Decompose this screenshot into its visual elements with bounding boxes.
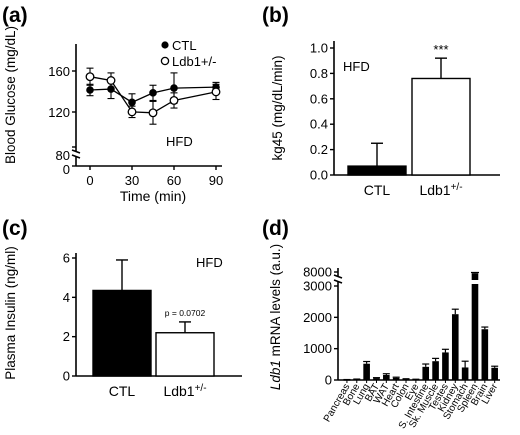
panel-a-x-tick-label: 60 (167, 173, 181, 188)
panel-a-axis-break-mark-2 (71, 154, 81, 159)
panel-c-y-tick-label: 6 (63, 251, 70, 266)
panel-b: (b) kg45 (mg/dL/min) HFD 0.0 0.2 0.4 0.6 0.8… (262, 4, 500, 198)
panel-a: (a) Blood Glucose (mg/dL) 160 120 80 0 0… (2, 4, 223, 204)
panel-a-point-ctl (86, 86, 94, 94)
panel-a-legend-ldb1: Ldb1+/- (172, 54, 216, 69)
panel-a-x-tick-label: 30 (125, 173, 139, 188)
panel-d-y-tick-label: 1000 (303, 341, 332, 356)
panel-b-y-tick-label: 0.8 (310, 66, 328, 81)
panel-d-bar-eye (412, 379, 420, 381)
panel-d-axis-break-mark (333, 274, 343, 279)
panel-d-bar-testes (442, 352, 449, 380)
panel-c: (c) Plasma Insulin (ng/ml) HFD 0 2 4 6 CTL Ld… (2, 217, 242, 399)
panel-d-y-axis-label-rest: mRNA levels (a.u.) (268, 244, 283, 360)
panel-a-point-ldb1 (148, 108, 158, 118)
panel-a-point-ldb1 (169, 95, 179, 105)
panel-c-y-tick-label: 2 (63, 329, 70, 344)
panel-c-bar-ctl (92, 289, 152, 377)
panel-d-label: (d) (262, 217, 289, 240)
panel-d-y-axis-label-gene: Ldb1 (268, 360, 283, 390)
panel-d-bar-colon (402, 379, 410, 381)
panel-a-x-tick-label: 90 (209, 173, 223, 188)
panel-b-y-tick-label: 1.0 (310, 41, 328, 56)
panel-b-y-tick-label: 0.2 (310, 142, 328, 157)
panel-b-bar-ldb1 (411, 77, 471, 176)
panel-a-point-ldb1 (127, 107, 137, 117)
panel-c-x-tick-label: Ldb1+/- (163, 383, 206, 400)
panel-d-y-axis-label: Ldb1 mRNA levels (a.u.) (268, 244, 283, 390)
panel-a-y-tick-label: 120 (48, 105, 70, 120)
panel-b-y-tick-label: 0.4 (310, 117, 328, 132)
panel-a-point-ctl (149, 89, 157, 97)
panel-b-y-axis-label: kg45 (mg/dL/min) (270, 55, 285, 160)
panel-d-bar-s-intestine (422, 366, 430, 380)
panel-a-legend-marker-ldb1 (160, 56, 170, 66)
panel-a-y-tick-label: 0 (63, 162, 70, 177)
panel-d-bar-brain (481, 329, 489, 380)
panel-d: (d) Ldb1 mRNA levels (a.u.) 0 1000 2000 300… (262, 217, 501, 431)
panel-a-axis-break-mark (71, 149, 81, 154)
panel-d-bar-bone (353, 379, 361, 381)
panel-c-bar-ldb1 (155, 332, 215, 377)
panel-a-label: (a) (2, 4, 28, 27)
panel-b-significance: *** (433, 42, 448, 57)
panel-b-plot-area: 0.0 0.2 0.4 0.6 0.8 1.0 CTL Ldb1+/- *** (310, 41, 471, 199)
panel-d-bar-sk-muscle (432, 361, 439, 380)
panel-c-plot-area: 0 2 4 6 CTL Ldb1+/- p = 0.0702 (63, 251, 215, 400)
panel-c-label: (c) (2, 217, 28, 240)
panel-a-y-tick-label: 160 (48, 64, 70, 79)
panel-b-y-tick-label: 0.6 (310, 91, 328, 106)
panel-d-axis-break-mark-2 (333, 279, 343, 284)
panel-d-bar-spleen (471, 284, 479, 380)
panel-a-y-axis-label: Blood Glucose (mg/dL) (3, 26, 18, 164)
panel-d-y-tick-label: 0 (325, 373, 332, 388)
panel-d-bar-bat (373, 378, 380, 380)
panel-d-bar-heart (392, 377, 400, 380)
panel-c-y-tick-label: 0 (63, 369, 70, 384)
panel-d-bar-upper-spleen (471, 273, 479, 280)
panel-a-point-ctl (128, 98, 136, 107)
panel-c-pvalue-label: p = 0.0702 (165, 308, 206, 318)
panel-b-x-tick-label: Ldb1+/- (419, 182, 462, 199)
panel-a-point-ctl (107, 85, 115, 93)
panel-d-bar-wat (383, 374, 390, 380)
panel-c-y-axis-label: Plasma Insulin (ng/ml) (3, 246, 18, 380)
panel-b-annotation: HFD (343, 59, 370, 74)
panel-c-annotation: HFD (196, 255, 223, 270)
panel-c-x-tick-label: CTL (109, 383, 136, 399)
panel-b-x-tick-label: CTL (364, 182, 391, 198)
panel-a-point-ldb1 (106, 76, 116, 85)
panel-a-plot-area (85, 67, 221, 125)
panel-a-point-ctl (170, 84, 178, 92)
panel-a-legend-marker-ctl (161, 41, 169, 49)
panel-c-y-tick-label: 4 (63, 290, 70, 305)
panel-d-bar-kidney (451, 314, 459, 380)
panel-b-bar-ctl (347, 165, 407, 176)
panel-a-y-tick-label: 80 (56, 148, 70, 163)
panel-b-label: (b) (262, 4, 289, 27)
panel-b-y-tick-label: 0.0 (310, 168, 328, 183)
panel-d-bar-liver (491, 367, 498, 380)
panel-d-y-tick-label: 3000 (303, 279, 332, 294)
panel-a-point-ldb1 (85, 72, 95, 82)
panel-a-x-tick-label: 0 (86, 173, 93, 188)
panel-d-bar-lung (363, 363, 370, 380)
panel-a-legend-ctl: CTL (172, 38, 197, 53)
panel-a-x-axis-label: Time (min) (120, 188, 186, 204)
panel-a-annotation: HFD (166, 134, 193, 149)
panel-d-y-tick-label: 2000 (303, 310, 332, 325)
panel-d-bar-stomach (461, 367, 469, 380)
panel-a-point-ldb1 (211, 87, 221, 97)
panel-d-y-tick-label: 8000 (303, 265, 332, 280)
panel-d-plot-area: 01000200030008000PancreasBoneLungBATWATH… (303, 265, 501, 431)
